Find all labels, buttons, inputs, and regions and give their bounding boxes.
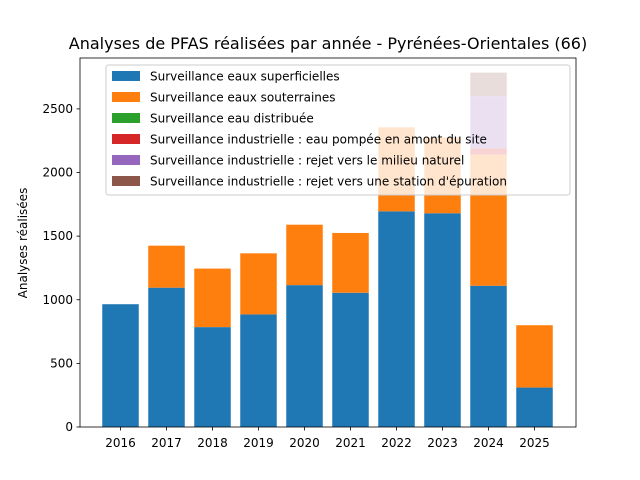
legend-box bbox=[105, 64, 571, 196]
bar-2021-series-1 bbox=[332, 232, 369, 293]
x-tick-label-2023: 2023 bbox=[427, 436, 458, 450]
y-tick-label-1000: 1000 bbox=[42, 293, 73, 307]
y-tick-label-1500: 1500 bbox=[42, 229, 73, 243]
bar-2023-series-0 bbox=[424, 213, 461, 427]
chart-title: Analyses de PFAS réalisées par année - P… bbox=[69, 34, 587, 53]
bar-2019-series-1 bbox=[240, 253, 277, 315]
legend-swatch-4 bbox=[112, 155, 140, 165]
bar-2021-series-0 bbox=[332, 292, 369, 427]
bar-2017-series-1 bbox=[148, 245, 185, 288]
legend-label-2: Surveillance eau distribuée bbox=[150, 112, 314, 126]
bar-2025-series-1 bbox=[516, 325, 553, 388]
y-tick-label-2000: 2000 bbox=[42, 166, 73, 180]
legend: Surveillance eaux superficielles Surveill… bbox=[105, 64, 571, 196]
legend-label-3: Surveillance industrielle : eau pompée e… bbox=[150, 133, 487, 147]
axes-frame bbox=[79, 57, 577, 428]
x-tick-label-2022: 2022 bbox=[381, 436, 412, 450]
bar-2017-series-0 bbox=[148, 287, 185, 427]
axes-group: 0 500 1000 1500 2000 2500 2016 2017 2018 2019 2020… bbox=[42, 57, 577, 450]
y-tick-label-2500: 2500 bbox=[42, 102, 73, 116]
bar-2018-series-1 bbox=[194, 268, 231, 328]
x-tick-label-2017: 2017 bbox=[151, 436, 182, 450]
legend-label-5: Surveillance industrielle : rejet vers u… bbox=[150, 175, 507, 189]
bar-2025-series-0 bbox=[516, 387, 553, 427]
x-tick-label-2016: 2016 bbox=[105, 436, 136, 450]
bar-2024-series-0 bbox=[470, 285, 507, 427]
x-tick-label-2019: 2019 bbox=[243, 436, 274, 450]
bar-2022-series-0 bbox=[378, 211, 415, 427]
legend-label-0: Surveillance eaux superficielles bbox=[150, 70, 340, 84]
y-tick-label-500: 500 bbox=[50, 356, 73, 370]
x-tick-label-2024: 2024 bbox=[473, 436, 504, 450]
legend-swatch-5 bbox=[112, 176, 140, 186]
x-tick-label-2020: 2020 bbox=[289, 436, 320, 450]
bar-2019-series-0 bbox=[240, 314, 277, 427]
legend-swatch-0 bbox=[112, 71, 140, 81]
y-axis-label: Analyses réalisées bbox=[16, 188, 30, 299]
x-tick-label-2025: 2025 bbox=[519, 436, 550, 450]
x-tick-label-2021: 2021 bbox=[335, 436, 366, 450]
y-tick-label-0: 0 bbox=[65, 420, 73, 434]
x-tick-label-2018: 2018 bbox=[197, 436, 228, 450]
legend-swatch-1 bbox=[112, 92, 140, 102]
legend-label-4: Surveillance industrielle : rejet vers l… bbox=[150, 154, 464, 168]
bar-2020-series-1 bbox=[286, 224, 323, 286]
bar-2018-series-0 bbox=[194, 327, 231, 427]
legend-label-1: Surveillance eaux souterraines bbox=[150, 91, 336, 105]
bar-2020-series-0 bbox=[286, 285, 323, 427]
bar-2016-series-0 bbox=[102, 304, 139, 427]
legend-swatch-3 bbox=[112, 134, 140, 144]
legend-swatch-2 bbox=[112, 113, 140, 123]
